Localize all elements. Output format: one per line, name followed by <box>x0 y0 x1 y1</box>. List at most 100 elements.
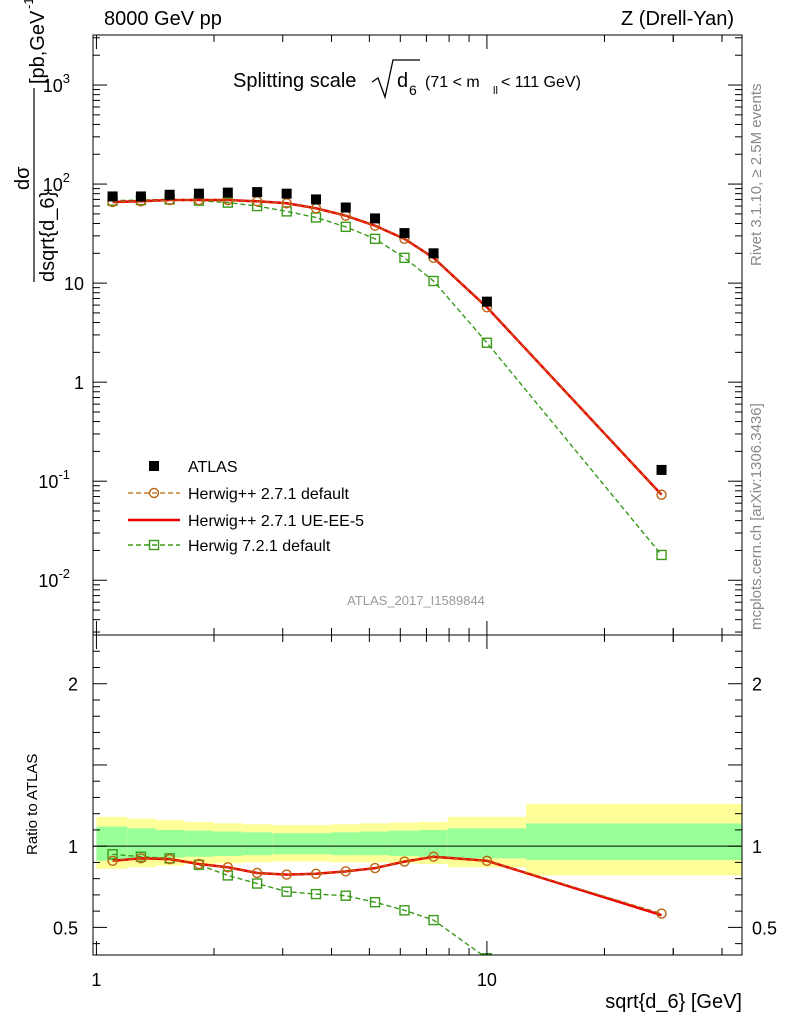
line-herwig-default <box>112 199 662 496</box>
ratio-y-tick-label-left-0: 0.5 <box>53 918 78 938</box>
point-herwig7-12 <box>481 337 493 348</box>
ratio-point-herwig-default-2 <box>164 853 175 865</box>
ratio-point-herwig-default-10 <box>399 856 410 867</box>
title-range-end: < 111 GeV) <box>501 74 581 91</box>
y-tick-label-0: 10-2 <box>38 566 70 591</box>
band-inner-10 <box>389 830 419 856</box>
point-herwig7-13 <box>656 549 667 561</box>
x-tick-label-1: 10 <box>477 970 497 990</box>
point-herwig7-8 <box>340 221 351 233</box>
point-herwig-default-6 <box>281 198 292 209</box>
point-atlas-8 <box>340 202 351 213</box>
point-atlas-12 <box>481 296 492 307</box>
main-y-label: dσ dsqrt{d_6} [pb,GeV -1 ] <box>12 0 59 282</box>
legend-marker-herwig7 <box>148 539 160 551</box>
point-atlas-10 <box>399 228 410 239</box>
legend-marker-atlas <box>149 461 159 471</box>
title-sub: 6 <box>409 82 417 98</box>
band-inner-13 <box>526 823 742 860</box>
line-herwig-ueee5 <box>112 198 663 496</box>
point-atlas-4 <box>222 187 233 198</box>
ylabel-units: [pb,GeV <box>27 10 49 84</box>
y-tick-label-2: 1 <box>74 373 84 393</box>
y-tick-label-5: 103 <box>43 71 70 96</box>
legend-marker-herwig-default <box>148 487 160 499</box>
band-inner-12 <box>447 828 527 859</box>
axis-ticks <box>93 35 742 955</box>
ratio-point-herwig-default-6 <box>281 869 292 880</box>
point-atlas-0 <box>107 191 118 202</box>
ratio-point-herwig-default-4 <box>222 862 234 873</box>
ratio-point-herwig7-4 <box>222 870 234 881</box>
y-tick-label-4: 102 <box>43 170 70 195</box>
ratio-y-tick-label-right-2: 2 <box>752 675 762 695</box>
ratio-point-herwig7-9 <box>369 897 381 908</box>
axis-tick-labels: 1 10 10-2 10-1 1 10 102 103 0.5 0.5 1 1 2 2 <box>38 71 777 990</box>
title-range-sub: ll <box>493 85 498 97</box>
ratio-y-tick-label-left-2: 2 <box>68 675 78 695</box>
point-herwig7-10 <box>399 252 410 264</box>
ratio-point-herwig-default-7 <box>310 868 322 879</box>
y-tick-label-1: 10-1 <box>38 467 70 492</box>
title-sqrt: d <box>397 70 408 92</box>
ylabel-numerator: dσ <box>12 166 34 190</box>
x-axis-label: sqrt{d_6} [GeV] <box>605 991 742 1013</box>
ratio-frame <box>92 634 743 956</box>
ratio-point-herwig7-6 <box>281 886 292 897</box>
point-atlas-7 <box>310 194 321 205</box>
ratio-y-tick-label-right-1: 1 <box>752 837 762 857</box>
point-atlas-9 <box>370 213 381 224</box>
point-atlas-1 <box>135 191 146 202</box>
chart-title: Splitting scale d 6 (71 < m ll < 111 GeV… <box>233 59 581 100</box>
band-inner-6 <box>272 833 302 855</box>
point-herwig-default-13 <box>656 489 667 500</box>
header-right: Z (Drell-Yan) <box>621 8 734 30</box>
ratio-point-herwig7-10 <box>399 905 410 916</box>
ratio-point-herwig-default-1 <box>135 853 147 864</box>
band-inner-7 <box>301 833 331 855</box>
band-inner-5 <box>242 832 273 856</box>
header-left: 8000 GeV pp <box>104 8 222 30</box>
point-atlas-6 <box>281 188 292 199</box>
band-inner-8 <box>330 832 360 856</box>
ratio-point-herwig-default-12 <box>481 855 493 866</box>
ratio-point-herwig-default-0 <box>107 855 118 866</box>
legend-label-2: Herwig++ 2.7.1 UE-EE-5 <box>188 513 364 530</box>
analysis-watermark: ATLAS_2017_I1589844 <box>347 593 485 608</box>
ratio-point-herwig7-5 <box>251 878 263 889</box>
point-atlas-5 <box>252 187 263 198</box>
y-tick-label-3: 10 <box>64 274 84 294</box>
point-herwig7-11 <box>428 275 439 287</box>
point-herwig7-6 <box>281 206 292 217</box>
band-inner-2 <box>155 829 185 858</box>
point-atlas-11 <box>428 248 439 259</box>
title-range: (71 < m <box>425 74 480 91</box>
ratio-point-herwig-default-3 <box>193 858 205 870</box>
legend-label-3: Herwig 7.2.1 default <box>188 538 331 555</box>
legend-label-1: Herwig++ 2.7.1 default <box>188 486 350 503</box>
ratio-y-tick-label-left-1: 1 <box>68 837 78 857</box>
point-atlas-13 <box>656 464 667 475</box>
x-tick-label-0: 1 <box>91 970 101 990</box>
ratio-y-label: Ratio to ATLAS <box>24 754 41 855</box>
ratio-series-layer <box>107 849 667 955</box>
main-series-layer <box>107 187 667 561</box>
ratio-point-herwig-default-11 <box>428 851 439 862</box>
band-inner-9 <box>359 831 390 856</box>
ratio-point-herwig7-7 <box>310 888 322 900</box>
legend-label-0: ATLAS <box>188 459 238 476</box>
point-herwig7-9 <box>369 233 381 245</box>
point-atlas-3 <box>193 188 204 199</box>
ratio-y-tick-label-right-0: 0.5 <box>752 918 777 938</box>
ratio-point-herwig7-11 <box>428 914 439 926</box>
title-main: Splitting scale <box>233 70 356 92</box>
sqrt-sign <box>371 59 420 100</box>
point-atlas-2 <box>164 189 175 200</box>
ratio-point-herwig7-8 <box>340 890 351 901</box>
ratio-uncertainty-bands <box>96 803 742 876</box>
ylabel-units-sup: -1 <box>21 0 36 9</box>
ratio-point-herwig-default-5 <box>251 867 263 879</box>
ratio-point-herwig7-0 <box>107 849 118 860</box>
ratio-point-herwig-default-8 <box>340 866 351 877</box>
